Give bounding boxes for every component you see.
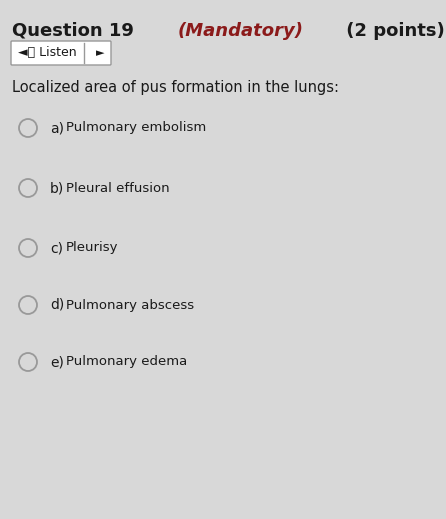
Text: e): e) — [50, 355, 64, 369]
Text: Question 19: Question 19 — [12, 22, 140, 40]
FancyBboxPatch shape — [11, 41, 111, 65]
Text: ◄⧗ Listen: ◄⧗ Listen — [18, 47, 77, 60]
Text: Localized area of pus formation in the lungs:: Localized area of pus formation in the l… — [12, 80, 339, 95]
Text: Pulmonary abscess: Pulmonary abscess — [66, 298, 194, 311]
Text: (Mandatory): (Mandatory) — [178, 22, 303, 40]
Text: Pleurisy: Pleurisy — [66, 241, 119, 254]
Text: Pleural effusion: Pleural effusion — [66, 182, 169, 195]
Text: a): a) — [50, 121, 64, 135]
Text: d): d) — [50, 298, 64, 312]
Text: Pulmonary edema: Pulmonary edema — [66, 356, 187, 368]
Text: (2 points): (2 points) — [340, 22, 445, 40]
Text: c): c) — [50, 241, 63, 255]
Text: b): b) — [50, 181, 64, 195]
Text: ►: ► — [96, 48, 104, 58]
Text: Pulmonary embolism: Pulmonary embolism — [66, 121, 206, 134]
